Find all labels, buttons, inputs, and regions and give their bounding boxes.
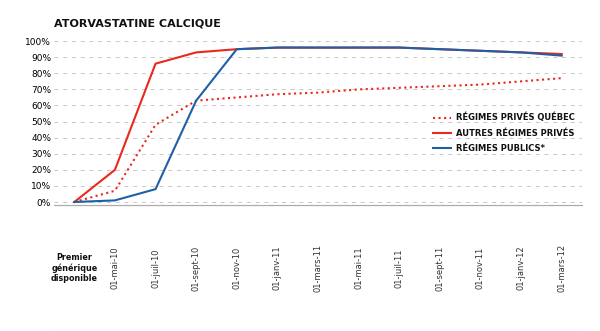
Line: AUTRES RÉGIMES PRIVÉS: AUTRES RÉGIMES PRIVÉS xyxy=(74,48,562,202)
Text: 01-nov-11: 01-nov-11 xyxy=(476,247,485,289)
RÉGIMES PUBLICS* xyxy=(355,46,362,50)
AUTRES RÉGIMES PRIVÉS xyxy=(233,47,241,51)
RÉGIMES PRIVÉS QUÉBEC xyxy=(558,76,565,80)
Text: 01-sept-10: 01-sept-10 xyxy=(191,246,200,291)
RÉGIMES PUBLICS* xyxy=(71,200,78,204)
Text: 01-janv-11: 01-janv-11 xyxy=(273,246,282,290)
RÉGIMES PUBLICS* xyxy=(193,99,200,103)
AUTRES RÉGIMES PRIVÉS xyxy=(395,46,403,50)
AUTRES RÉGIMES PRIVÉS xyxy=(558,52,565,56)
AUTRES RÉGIMES PRIVÉS xyxy=(436,47,443,51)
AUTRES RÉGIMES PRIVÉS xyxy=(517,50,524,54)
Text: 01-mars-11: 01-mars-11 xyxy=(314,244,323,292)
Text: ATORVASTATINE CALCIQUE: ATORVASTATINE CALCIQUE xyxy=(54,18,221,28)
RÉGIMES PUBLICS* xyxy=(395,46,403,50)
RÉGIMES PRIVÉS QUÉBEC xyxy=(436,84,443,88)
RÉGIMES PRIVÉS QUÉBEC xyxy=(193,99,200,103)
RÉGIMES PRIVÉS QUÉBEC xyxy=(395,86,403,90)
Line: RÉGIMES PRIVÉS QUÉBEC: RÉGIMES PRIVÉS QUÉBEC xyxy=(74,78,562,202)
AUTRES RÉGIMES PRIVÉS xyxy=(355,46,362,50)
Text: 01-nov-10: 01-nov-10 xyxy=(232,247,241,289)
RÉGIMES PRIVÉS QUÉBEC xyxy=(274,92,281,96)
RÉGIMES PRIVÉS QUÉBEC xyxy=(152,123,159,127)
Text: 01-janv-12: 01-janv-12 xyxy=(517,246,526,290)
RÉGIMES PRIVÉS QUÉBEC xyxy=(112,189,119,193)
AUTRES RÉGIMES PRIVÉS xyxy=(193,50,200,54)
Text: 01-mai-10: 01-mai-10 xyxy=(110,247,119,289)
Text: Premier
générique
disponible: Premier générique disponible xyxy=(51,253,98,283)
Text: 01-sept-11: 01-sept-11 xyxy=(436,246,445,291)
AUTRES RÉGIMES PRIVÉS xyxy=(152,62,159,66)
RÉGIMES PRIVÉS QUÉBEC xyxy=(71,200,78,204)
RÉGIMES PUBLICS* xyxy=(152,187,159,191)
Text: 01-juil-11: 01-juil-11 xyxy=(395,248,404,288)
RÉGIMES PUBLICS* xyxy=(477,49,484,53)
RÉGIMES PUBLICS* xyxy=(436,47,443,51)
RÉGIMES PRIVÉS QUÉBEC xyxy=(355,87,362,91)
RÉGIMES PRIVÉS QUÉBEC xyxy=(517,79,524,83)
AUTRES RÉGIMES PRIVÉS xyxy=(477,49,484,53)
Text: 01-mai-11: 01-mai-11 xyxy=(354,247,363,289)
RÉGIMES PUBLICS* xyxy=(112,198,119,202)
Text: 01-juil-10: 01-juil-10 xyxy=(151,248,160,288)
RÉGIMES PRIVÉS QUÉBEC xyxy=(233,95,241,99)
AUTRES RÉGIMES PRIVÉS xyxy=(71,200,78,204)
AUTRES RÉGIMES PRIVÉS xyxy=(274,46,281,50)
RÉGIMES PUBLICS* xyxy=(233,47,241,51)
RÉGIMES PRIVÉS QUÉBEC xyxy=(477,83,484,87)
Text: 01-mars-12: 01-mars-12 xyxy=(557,244,566,292)
Legend: RÉGIMES PRIVÉS QUÉBEC, AUTRES RÉGIMES PRIVÉS, RÉGIMES PUBLICS*: RÉGIMES PRIVÉS QUÉBEC, AUTRES RÉGIMES PR… xyxy=(430,110,578,156)
RÉGIMES PUBLICS* xyxy=(314,46,322,50)
Line: RÉGIMES PUBLICS*: RÉGIMES PUBLICS* xyxy=(74,48,562,202)
AUTRES RÉGIMES PRIVÉS xyxy=(112,168,119,172)
RÉGIMES PRIVÉS QUÉBEC xyxy=(314,91,322,95)
AUTRES RÉGIMES PRIVÉS xyxy=(314,46,322,50)
RÉGIMES PUBLICS* xyxy=(558,54,565,58)
RÉGIMES PUBLICS* xyxy=(274,46,281,50)
RÉGIMES PUBLICS* xyxy=(517,50,524,54)
